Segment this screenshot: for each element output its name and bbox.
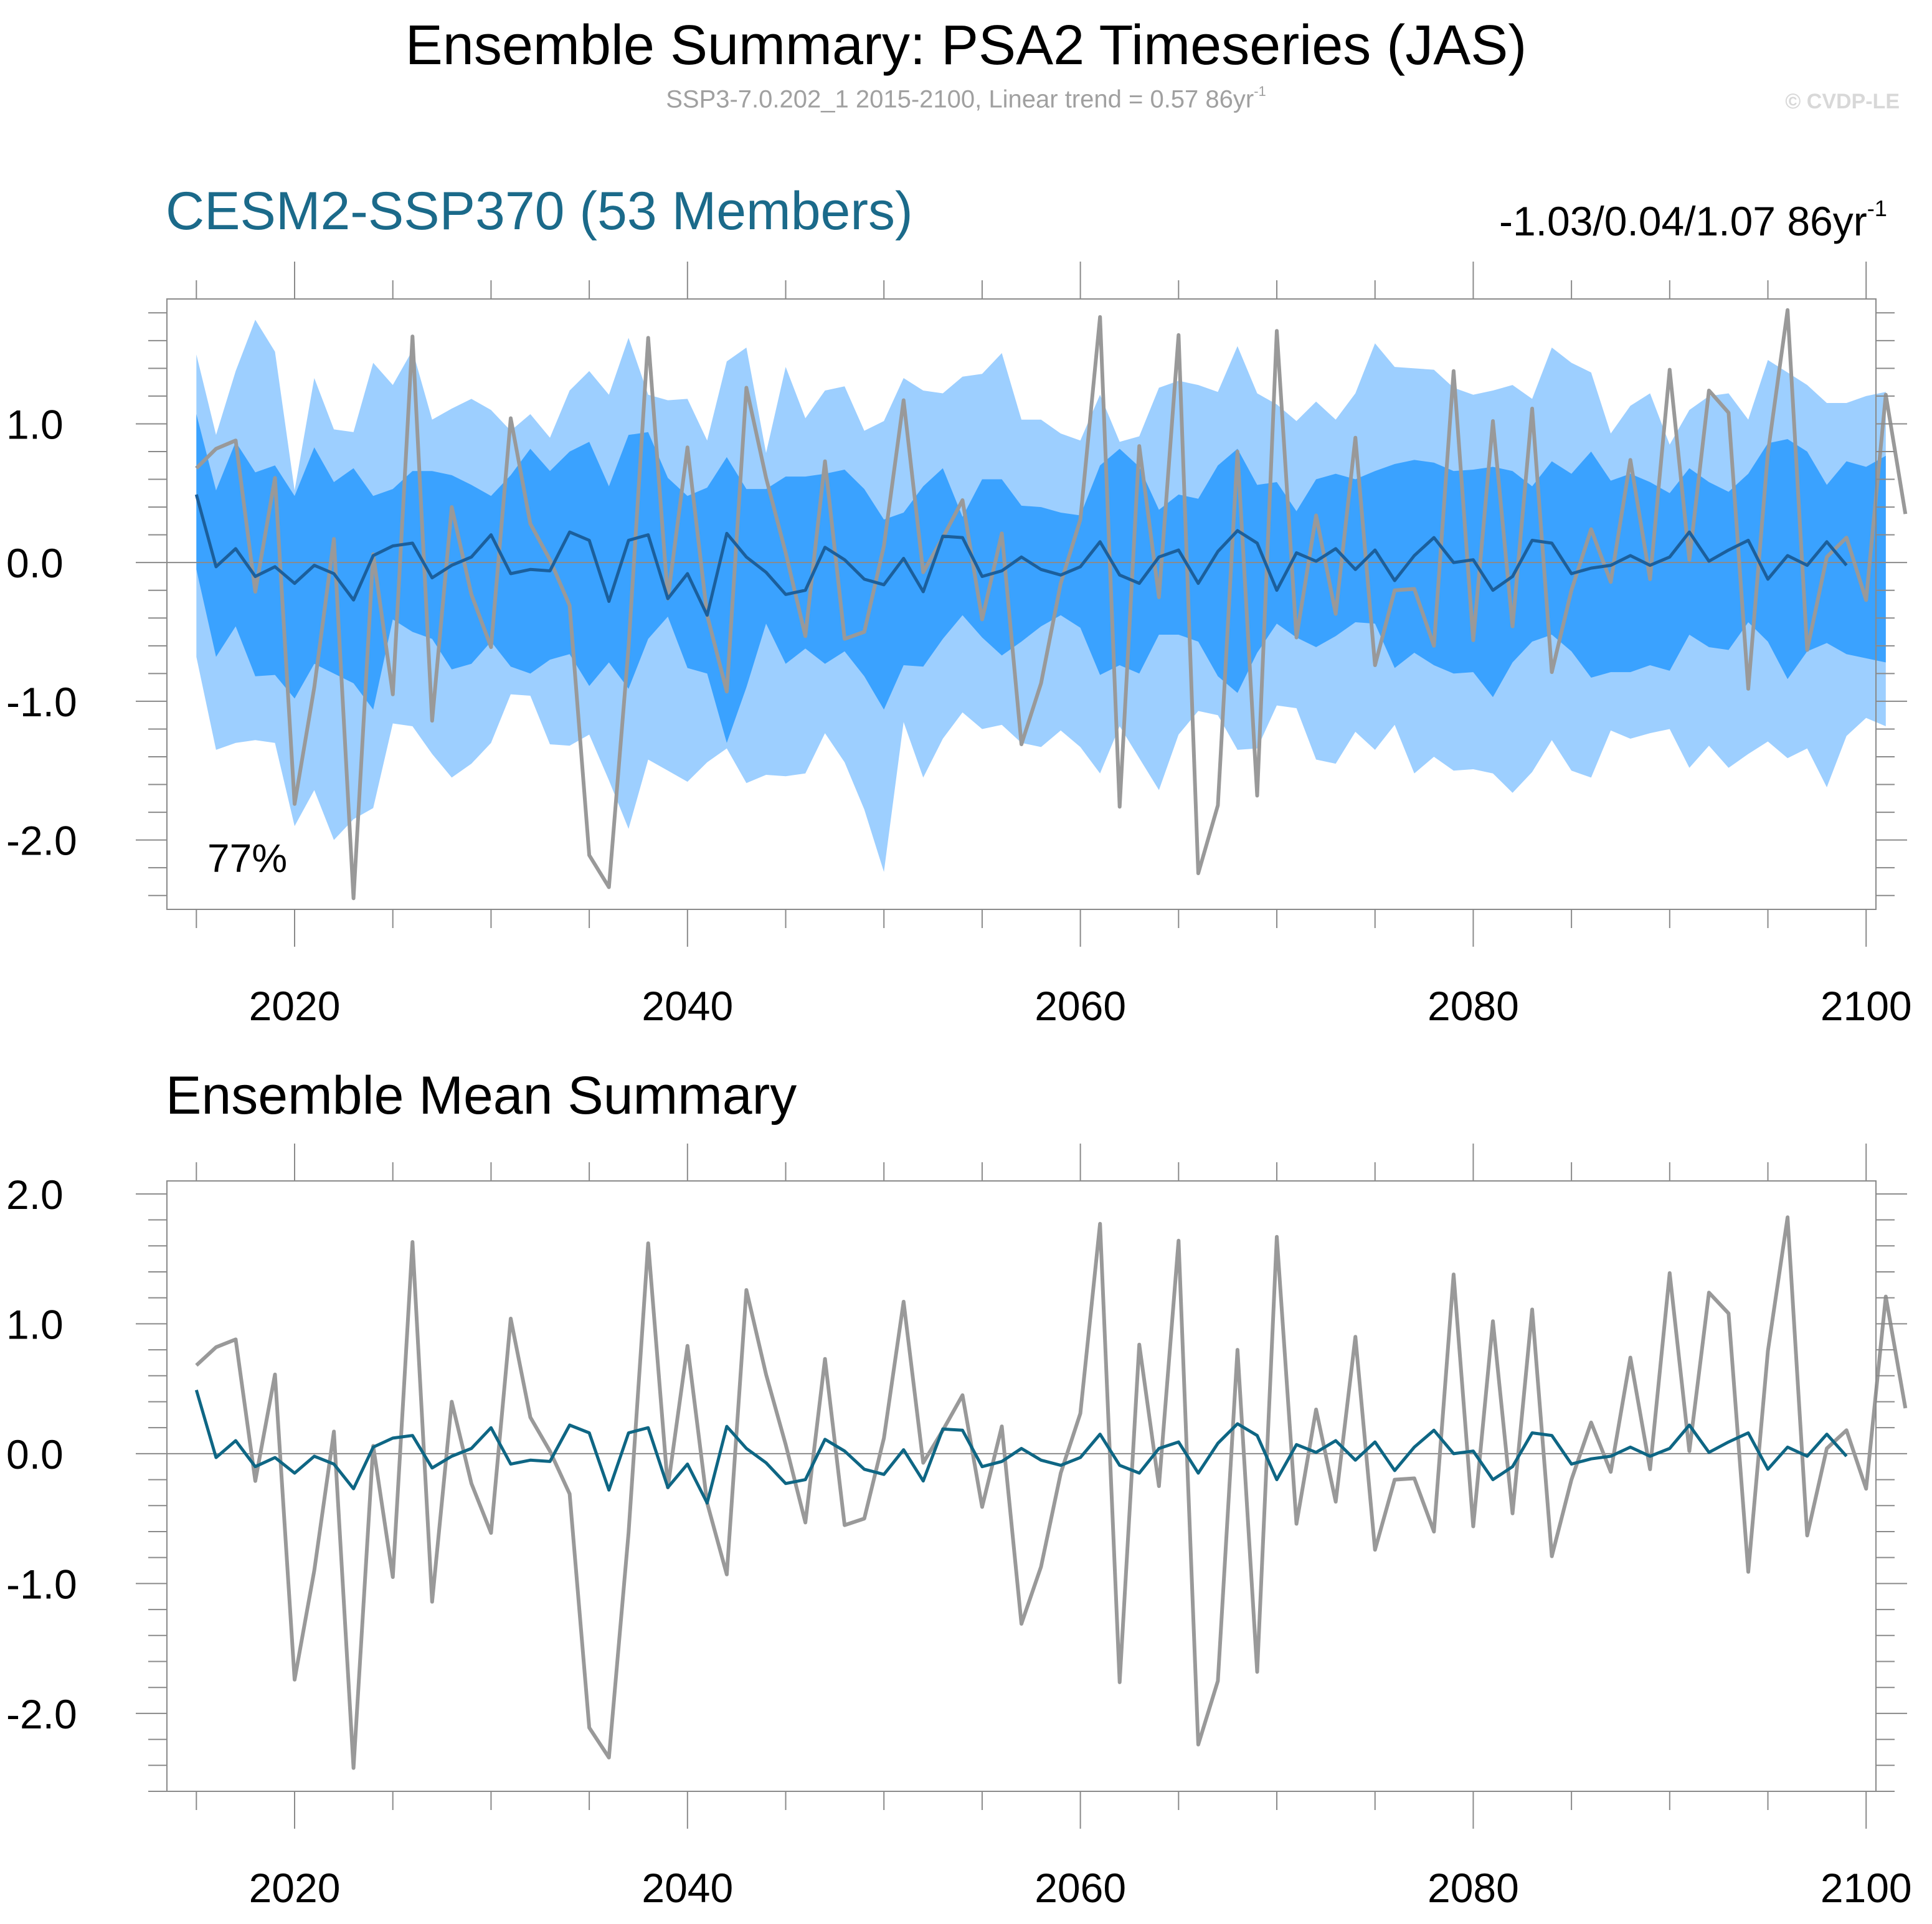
credit-watermark: © CVDP-LE	[1785, 90, 1900, 113]
x-tick-label: 2100	[1821, 1865, 1912, 1911]
y-tick-label: 1.0	[6, 1301, 64, 1347]
trend-range-superscript: -1	[1867, 196, 1887, 221]
x-tick-label: 2080	[1428, 983, 1519, 1029]
percentage-annotation: 77%	[207, 836, 287, 881]
x-tick-label: 2020	[249, 983, 341, 1029]
ensemble-mean-panel: 2020 2040 2060 2080 2100 -2.0 -1.0 0.0 1.0 2.0	[6, 1144, 1912, 1911]
main-title: Ensemble Summary: PSA2 Timeseries (JAS)	[405, 14, 1527, 77]
trend-range-label: -1.03/0.04/1.07 86yr-1	[1499, 196, 1887, 245]
x-tick-label: 2080	[1428, 1865, 1519, 1911]
x-tick-label: 2040	[642, 1865, 733, 1911]
subtitle-text: SSP3-7.0.202_1 2015-2100, Linear trend =…	[666, 85, 1254, 113]
y-tick-label: 2.0	[6, 1172, 64, 1218]
x-tick-label: 2040	[642, 983, 733, 1029]
observations-line	[195, 1215, 1908, 1770]
y-tick-label: 1.0	[6, 401, 64, 447]
y-tick-label: -1.0	[6, 1561, 77, 1607]
plot-frame	[166, 1180, 1877, 1792]
top-panel-title: CESM2-SSP370 (53 Members)	[166, 181, 913, 241]
observations-line	[195, 308, 1908, 901]
x-tick-label: 2100	[1821, 983, 1912, 1029]
trend-range-text: -1.03/0.04/1.07 86yr	[1499, 197, 1867, 244]
y-tick-label: -2.0	[6, 1691, 77, 1737]
subtitle-superscript: -1	[1254, 83, 1266, 99]
bottom-panel-title: Ensemble Mean Summary	[166, 1066, 797, 1125]
x-tick-label: 2060	[1035, 983, 1126, 1029]
y-tick-label: 0.0	[6, 540, 64, 586]
y-tick-label: 0.0	[6, 1431, 64, 1477]
x-tick-label: 2020	[249, 1865, 341, 1911]
plot-frame	[166, 298, 1877, 910]
subtitle: SSP3-7.0.202_1 2015-2100, Linear trend =…	[0, 83, 1932, 114]
y-tick-label: -1.0	[6, 679, 77, 725]
x-tick-label: 2060	[1035, 1865, 1126, 1911]
ensemble-mean-line	[194, 1390, 1848, 1505]
ensemble-spread-panel: 2020 2040 2060 2080 2100 -2.0 -1.0 0.0 1.0 77%	[6, 262, 1912, 1029]
y-tick-label: -2.0	[6, 818, 77, 864]
ensemble-mean-line	[194, 494, 1848, 617]
